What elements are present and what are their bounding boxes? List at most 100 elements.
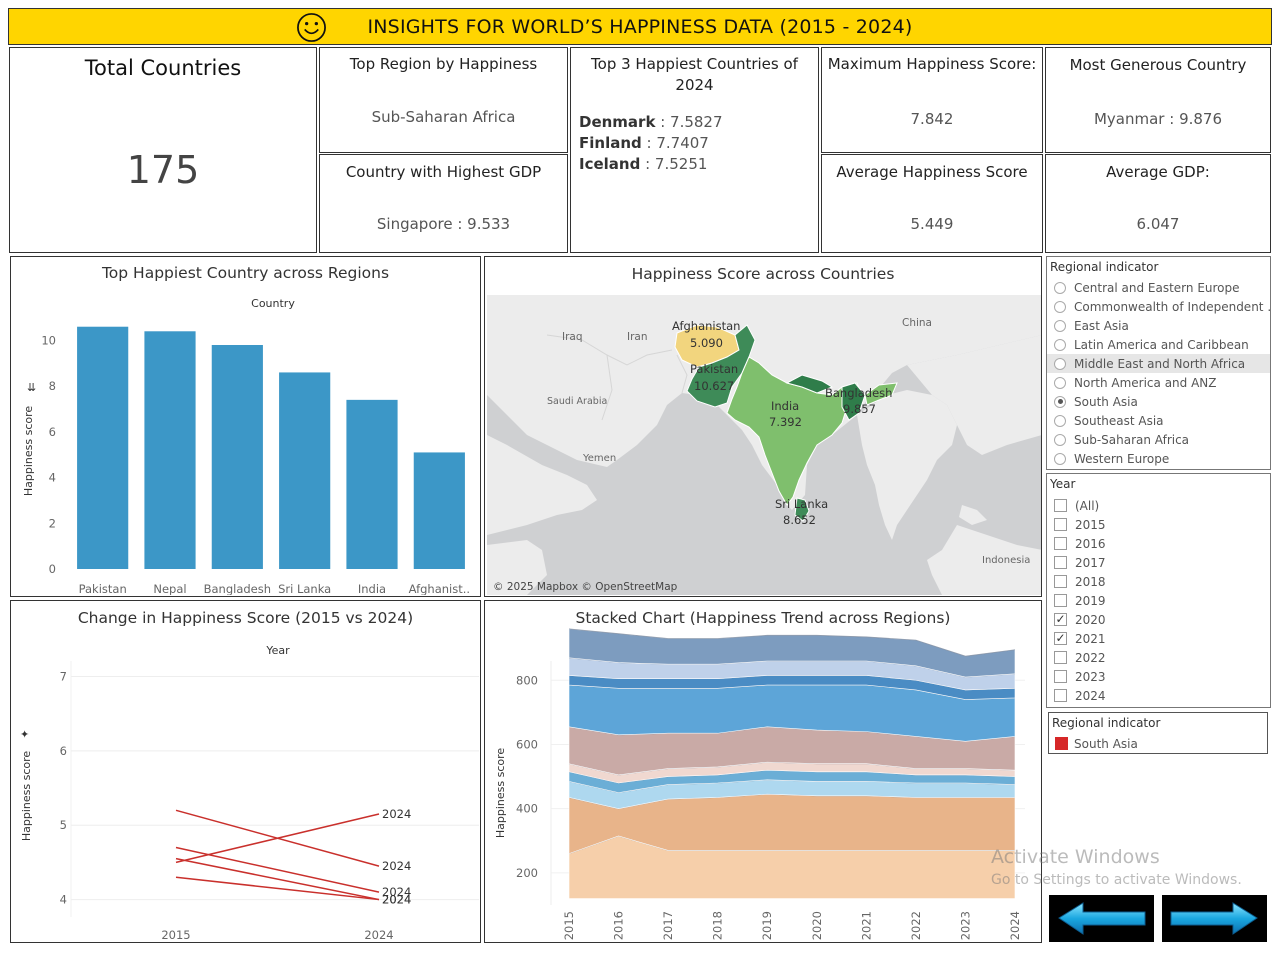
- kpi-top-region-title: Top Region by Happiness: [349, 55, 538, 73]
- year-option[interactable]: 2022: [1047, 648, 1270, 667]
- year-option[interactable]: 2024: [1047, 686, 1270, 705]
- map-attribution[interactable]: © 2025 Mapbox © OpenStreetMap: [493, 581, 678, 593]
- radio-button[interactable]: [1054, 300, 1066, 313]
- radio-button[interactable]: [1054, 281, 1066, 294]
- radio-button[interactable]: [1054, 452, 1066, 465]
- next-button[interactable]: [1162, 895, 1267, 942]
- bar[interactable]: [144, 331, 196, 569]
- slope-line[interactable]: [175, 846, 380, 893]
- region-option[interactable]: South Asia: [1047, 392, 1270, 411]
- kpi-highest-gdp: Country with Highest GDP Singapore : 9.5…: [319, 154, 568, 253]
- region-option-label: Latin America and Caribbean: [1074, 337, 1249, 352]
- checkbox[interactable]: [1054, 575, 1067, 588]
- slope-x-axis-title: Year: [265, 644, 290, 657]
- year-option-label: 2017: [1075, 555, 1106, 570]
- region-option-label: Central and Eastern Europe: [1074, 280, 1240, 295]
- checkbox[interactable]: [1054, 537, 1067, 550]
- kpi-most-generous: Most Generous Country Myanmar : 9.876: [1045, 47, 1271, 153]
- activate-windows-hint: Go to Settings to activate Windows.: [991, 872, 1242, 888]
- slope-end-label: 2024: [382, 859, 411, 873]
- checkbox[interactable]: [1054, 689, 1067, 702]
- radio-button[interactable]: [1054, 376, 1066, 389]
- stacked-chart-title: Stacked Chart (Happiness Trend across Re…: [575, 609, 951, 627]
- checkbox[interactable]: [1054, 499, 1067, 512]
- slope-x-tick: 2015: [161, 928, 190, 941]
- stack-x-tick: 2015: [562, 911, 576, 940]
- checkbox[interactable]: [1054, 556, 1067, 569]
- bar[interactable]: [279, 372, 331, 569]
- slope-line[interactable]: [175, 857, 380, 901]
- slope-y-tick: 6: [60, 744, 67, 758]
- bar-y-axis-title: Happiness score: [22, 406, 35, 497]
- legend-item-south-asia[interactable]: South Asia: [1049, 734, 1267, 753]
- checkbox[interactable]: ✓: [1054, 612, 1067, 626]
- region-filter-header: Regional indicator: [1050, 260, 1159, 274]
- year-option[interactable]: 2023: [1047, 667, 1270, 686]
- year-option[interactable]: (All): [1047, 496, 1270, 515]
- bar-chart[interactable]: Country Happiness score ⇊ 0 2 4 6 8 10 Pakistan Ne…: [11, 257, 479, 595]
- region-option[interactable]: Commonwealth of Independent ...: [1047, 297, 1270, 316]
- region-option[interactable]: Latin America and Caribbean: [1047, 335, 1270, 354]
- arrow-right-icon: [1170, 902, 1258, 935]
- bar-x-tick: India: [358, 582, 386, 595]
- radio-button[interactable]: [1054, 395, 1066, 408]
- bar[interactable]: [413, 452, 465, 569]
- slope-line[interactable]: [175, 876, 380, 901]
- checkbox[interactable]: ✓: [1054, 631, 1067, 645]
- stack-x-tick: 2024: [1008, 911, 1022, 940]
- region-option[interactable]: Southeast Asia: [1047, 411, 1270, 430]
- bar-y-tick: 2: [49, 516, 56, 530]
- pin-icon[interactable]: ✦: [20, 728, 29, 741]
- checkbox[interactable]: [1054, 594, 1067, 607]
- back-button[interactable]: [1049, 895, 1154, 942]
- bar-y-tick: 8: [49, 379, 56, 393]
- year-option[interactable]: 2019: [1047, 591, 1270, 610]
- radio-button[interactable]: [1054, 338, 1066, 351]
- year-option[interactable]: ✓ 2021: [1047, 629, 1270, 648]
- radio-button[interactable]: [1054, 433, 1066, 446]
- year-option[interactable]: 2015: [1047, 515, 1270, 534]
- region-option[interactable]: North America and ANZ: [1047, 373, 1270, 392]
- year-option-label: 2020: [1075, 612, 1106, 627]
- year-filter-header: Year: [1050, 477, 1076, 491]
- bar[interactable]: [211, 345, 263, 569]
- region-option[interactable]: East Asia: [1047, 316, 1270, 335]
- radio-button[interactable]: [1054, 319, 1066, 332]
- happiness-map[interactable]: Iraq Iran China Saudi Arabia Yemen Indon…: [487, 295, 1042, 595]
- stack-x-tick: 2020: [810, 911, 824, 940]
- checkbox[interactable]: [1054, 518, 1067, 531]
- region-option[interactable]: Sub-Saharan Africa: [1047, 430, 1270, 449]
- year-option-label: 2015: [1075, 517, 1106, 532]
- top3-country: Iceland: [579, 155, 641, 173]
- radio-button[interactable]: [1054, 357, 1066, 370]
- year-option[interactable]: 2016: [1047, 534, 1270, 553]
- year-option-label: (All): [1075, 498, 1100, 513]
- map-label-pakistan-value: 10.627: [694, 379, 734, 393]
- legend-swatch: [1055, 737, 1068, 750]
- stack-y-tick: 200: [516, 866, 538, 880]
- checkbox[interactable]: [1054, 651, 1067, 664]
- region-option[interactable]: Western Europe: [1047, 449, 1270, 468]
- top3-item: Finland : 7.7407: [579, 133, 723, 154]
- slope-line[interactable]: [175, 813, 380, 864]
- year-option[interactable]: ✓ 2020: [1047, 610, 1270, 629]
- region-option[interactable]: Middle East and North Africa: [1047, 354, 1270, 373]
- slope-y-axis-title: Happiness score: [20, 751, 33, 842]
- map-label-sri-lanka-name: Sri Lanka: [775, 497, 828, 511]
- kpi-highest-gdp-value: Singapore : 9.533: [376, 215, 511, 233]
- radio-button[interactable]: [1054, 414, 1066, 427]
- checkbox[interactable]: [1054, 670, 1067, 683]
- year-option[interactable]: 2017: [1047, 553, 1270, 572]
- bar[interactable]: [77, 326, 129, 569]
- region-option-label: Western Europe: [1074, 451, 1170, 466]
- bar[interactable]: [346, 399, 398, 569]
- sort-icon[interactable]: ⇊: [27, 381, 36, 394]
- year-option[interactable]: 2018: [1047, 572, 1270, 591]
- region-option[interactable]: Central and Eastern Europe: [1047, 278, 1270, 297]
- stack-y-tick: 800: [516, 673, 538, 687]
- kpi-generous-title: Most Generous Country: [1069, 56, 1247, 74]
- top3-score: : 7.5251: [640, 155, 708, 173]
- year-option-label: 2019: [1075, 593, 1106, 608]
